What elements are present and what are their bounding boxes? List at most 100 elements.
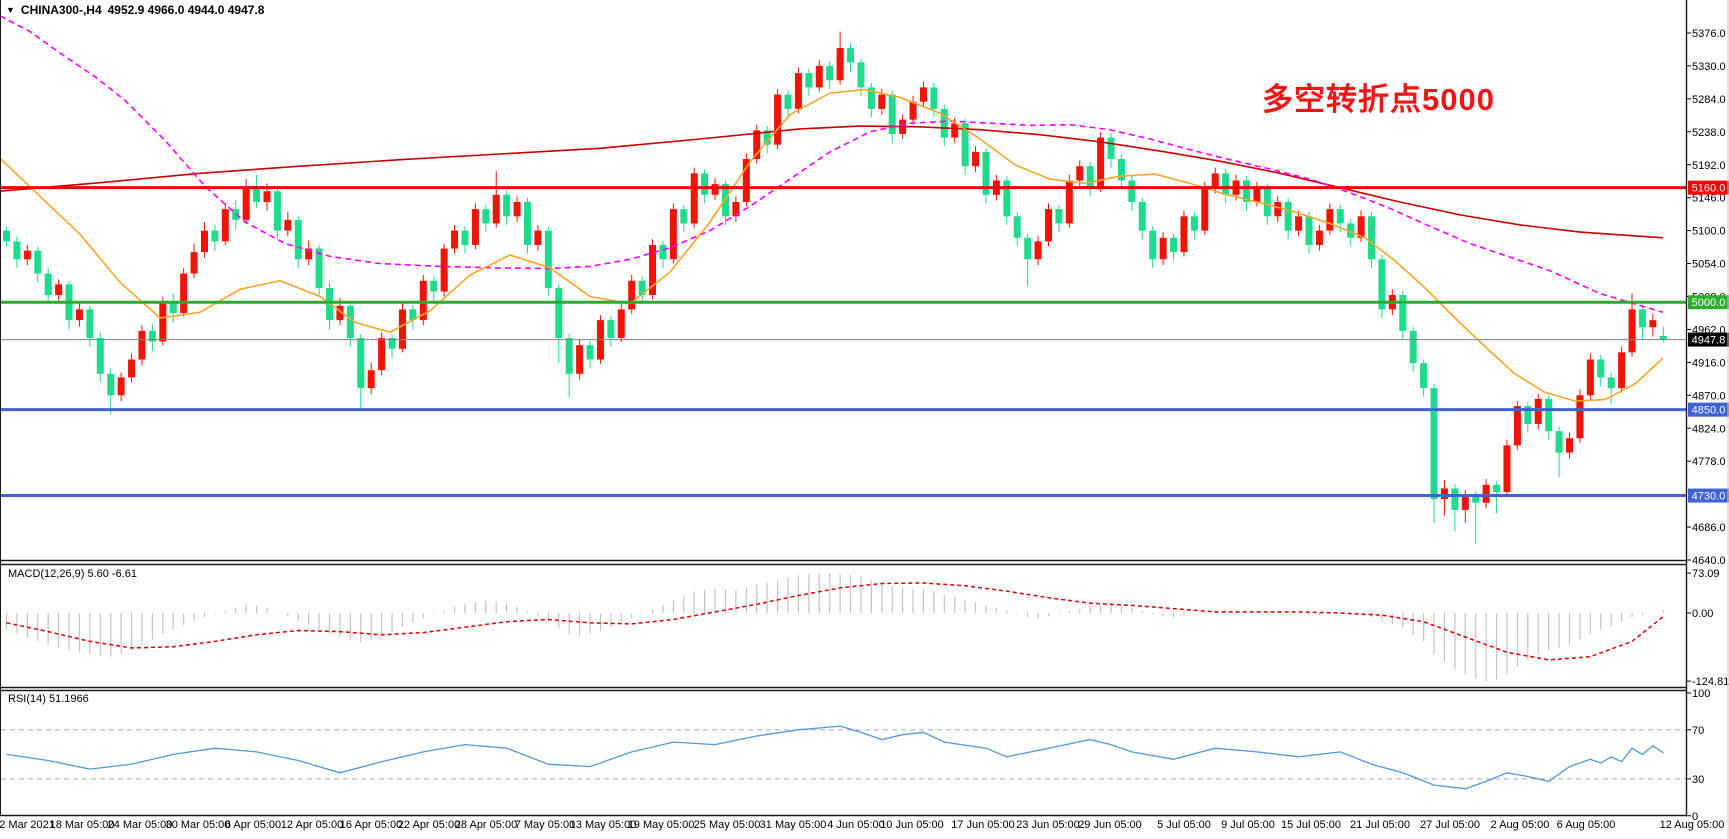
time-axis-label: 28 Apr 05:00 [455,819,517,831]
price-tick-label: 4686.0 [1692,522,1726,534]
candle-up [1076,166,1084,181]
candle-down [96,338,104,374]
candle-down [1190,216,1198,231]
time-axis-label: 5 Jul 05:00 [1157,819,1211,831]
candle-down [565,338,573,374]
candle-up [690,173,698,224]
price-tick-label: 5330.0 [1692,61,1726,73]
candle-up [1503,445,1511,492]
candle-down [586,345,594,360]
price-tick-label: 5054.0 [1692,259,1726,271]
candle-down [273,191,281,231]
candle-down [784,94,792,109]
time-axis-label: 29 Jun 05:00 [1078,819,1142,831]
candle-down [544,230,552,288]
candle-up [1534,398,1542,424]
ma-slow-red [0,125,1664,239]
macd-tick-label: 73.09 [1692,568,1720,580]
price-tick-label: 5192.0 [1692,160,1726,172]
time-axis-label: 22 Apr 05:00 [398,819,460,831]
time-axis-label: 12 Aug 05:00 [1660,819,1725,831]
candle-up [1180,216,1188,253]
candle-up [492,194,500,224]
candle-up [1357,216,1365,238]
candle-up [1628,309,1636,353]
candle-down [638,280,646,296]
candle-down [1472,495,1480,503]
candle-up [23,250,31,260]
candle-down [1555,431,1563,453]
candle-up [1461,495,1469,510]
candle-down [1086,166,1094,188]
ma-medium-magenta [0,15,1664,314]
candle-down [1493,484,1501,492]
candle-down [857,62,865,88]
candle-up [159,302,167,342]
rsi-tick-label: 0 [1692,811,1698,823]
candle-down [1024,237,1032,260]
ohlc-quote: 4952.9 4966.0 4944.0 4947.8 [107,3,265,17]
time-axis-label: 15 Jul 05:00 [1281,819,1341,831]
candle-up [117,377,125,396]
time-axis-label: 6 Aug 05:00 [1557,819,1616,831]
candle-up [1274,201,1282,217]
candle-down [148,330,156,342]
candle-down [1305,216,1313,245]
rsi-line [6,725,1664,790]
candle-down [1128,180,1136,202]
price-tick-label: 4640.0 [1692,555,1726,567]
candle-up [669,209,677,260]
price-tick-label: 4824.0 [1692,423,1726,435]
candle-up [1034,241,1042,260]
candle-up [1618,352,1626,389]
candle-down [294,219,302,260]
candle-down [1399,295,1407,331]
candle-down [1524,406,1532,424]
candle-down [1420,363,1428,389]
price-tick-label: 4778.0 [1692,456,1726,468]
candle-down [86,309,94,339]
candle-down [1607,377,1615,389]
price-tick-label: 4870.0 [1692,390,1726,402]
candle-down [721,184,729,217]
time-axis-label: 16 Apr 05:00 [340,819,402,831]
candle-down [805,73,813,88]
candle-up [471,209,479,245]
time-axis-label: 27 Jul 05:00 [1420,819,1480,831]
candle-down [1107,137,1115,160]
candle-up [711,184,719,195]
time-axis-label: 10 Jun 05:00 [880,819,944,831]
candle-up [1326,209,1334,231]
candle-up [742,159,750,202]
candle-up [1295,216,1303,231]
time-axis-label: 7 May 05:00 [515,819,576,831]
candle-down [44,273,52,296]
candle-up [1315,230,1323,245]
candle-down [1242,180,1250,202]
candle-up [878,94,886,109]
candle-down [826,65,834,81]
candle-down [888,94,896,134]
rsi-tick-label: 70 [1692,725,1704,737]
candle-down [409,309,417,321]
candle-up [815,65,823,88]
chevron-down-icon[interactable]: ▼ [6,5,15,15]
candle-up [419,280,427,321]
candle-down [930,87,938,109]
candle-up [1097,137,1105,188]
macd-tick-label: -124.81 [1692,676,1729,688]
candle-down [607,320,615,339]
rsi-tick-label: 30 [1692,774,1704,786]
candle-down [1222,173,1230,195]
candle-down [1149,230,1157,260]
time-axis-label: 9 Jul 05:00 [1221,819,1275,831]
rsi-indicator-label: RSI(14) 51.1966 [8,693,89,705]
price-badge-4850.0-text: 4850.0 [1692,405,1726,417]
candle-up [576,345,584,374]
candle-down [34,250,42,274]
price-tick-label: 5146.0 [1692,193,1726,205]
price-tick-label: 5284.0 [1692,94,1726,106]
candle-down [940,108,948,138]
time-axis-label: 12 Apr 05:00 [281,819,343,831]
candle-down [1117,159,1125,181]
